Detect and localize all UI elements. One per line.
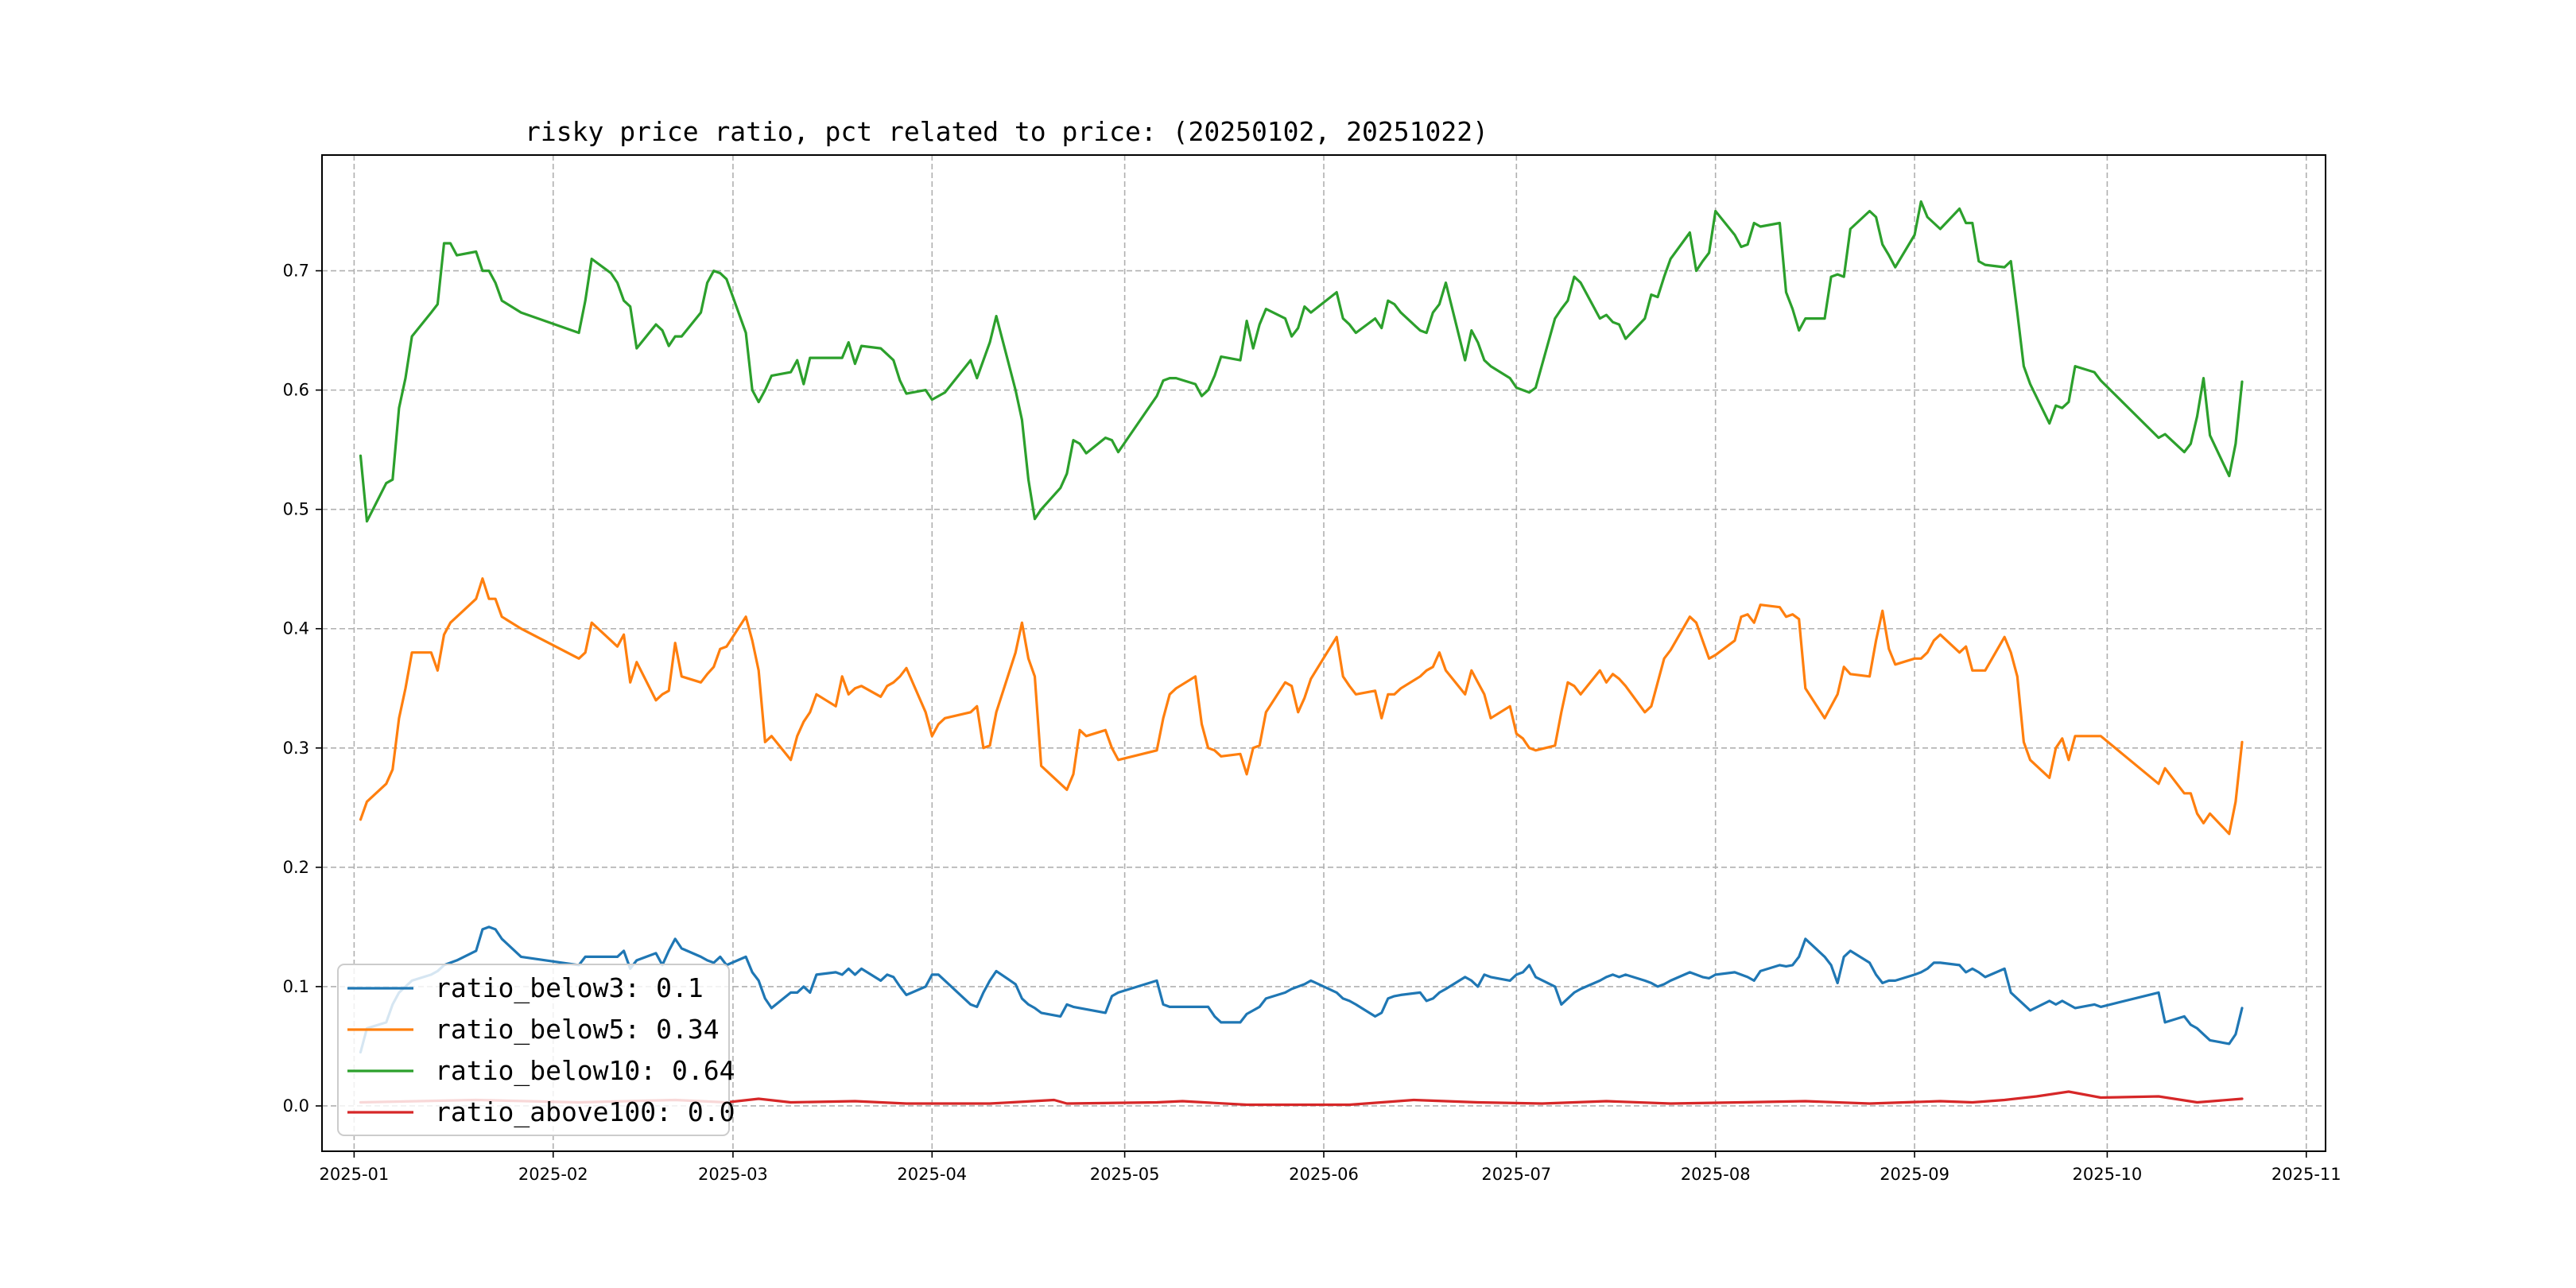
y-tick-label: 0.2 (283, 858, 309, 877)
axes-frame (321, 154, 2326, 1152)
legend-label-1: ratio_below5: 0.34 (435, 1014, 720, 1046)
y-tick-label: 0.3 (283, 739, 309, 758)
series-line-3 (359, 1090, 2244, 1107)
y-tick-label: 0.4 (283, 619, 309, 638)
y-tick-label: 0.7 (283, 262, 309, 281)
series-line-1 (359, 577, 2244, 836)
x-tick-label: 2025-09 (1880, 1165, 1949, 1184)
y-tick-label: 0.0 (283, 1096, 309, 1115)
series-line-0 (359, 925, 2244, 1054)
x-tick-label: 2025-05 (1090, 1165, 1160, 1184)
x-tick-label: 2025-04 (897, 1165, 967, 1184)
x-tick-label: 2025-10 (2073, 1165, 2143, 1184)
x-axis: 2025-01 2025-02 2025-03 2025-04 2025-05 2025-… (320, 1151, 2341, 1184)
legend-box (337, 964, 730, 1136)
legend-label-0: ratio_below3: 0.1 (435, 972, 704, 1004)
y-axis: 0.0 0.1 0.2 0.3 0.4 0.5 0.6 0.7 (283, 262, 322, 1115)
x-tick-label: 2025-02 (518, 1165, 588, 1184)
plot-area (359, 200, 2244, 1107)
y-tick-label: 0.5 (283, 500, 309, 519)
y-tick-label: 0.6 (283, 381, 309, 400)
legend: ratio_below3: 0.1 ratio_below5: 0.34 ratio… (337, 964, 735, 1136)
y-tick-label: 0.1 (283, 977, 309, 996)
x-tick-label: 2025-03 (698, 1165, 768, 1184)
x-tick-label: 2025-11 (2271, 1165, 2341, 1184)
series-line-2 (359, 200, 2244, 523)
x-tick-label: 2025-01 (320, 1165, 390, 1184)
x-tick-label: 2025-06 (1289, 1165, 1359, 1184)
legend-label-3: ratio_above100: 0.0 (435, 1096, 735, 1128)
x-tick-label: 2025-08 (1681, 1165, 1751, 1184)
legend-label-2: ratio_below10: 0.64 (435, 1055, 735, 1087)
x-tick-label: 2025-07 (1481, 1165, 1551, 1184)
chart-title: risky price ratio, pct related to price:… (525, 116, 1488, 147)
